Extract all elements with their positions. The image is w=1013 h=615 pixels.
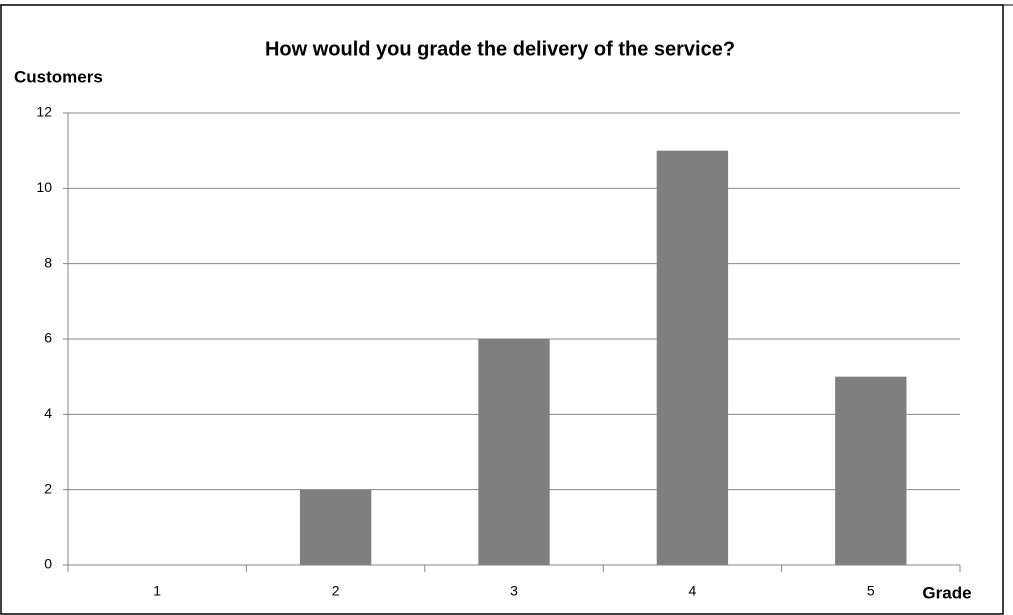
bar <box>299 489 372 565</box>
x-tick-label: 1 <box>153 583 161 599</box>
chart-border <box>0 4 1004 615</box>
bar <box>478 339 550 565</box>
x-tick-label: 3 <box>510 583 518 599</box>
bar <box>835 376 907 565</box>
y-tick-label: 4 <box>44 405 52 421</box>
x-tick-label: 4 <box>689 583 697 599</box>
y-axis-label: Customers <box>14 67 103 86</box>
y-tick-label: 2 <box>44 480 52 496</box>
x-tick-label: 5 <box>867 583 875 599</box>
y-tick-label: 12 <box>36 104 52 120</box>
y-tick-label: 10 <box>36 179 52 195</box>
y-tick-label: 8 <box>44 254 52 270</box>
chart-title: How would you grade the delivery of the … <box>265 38 735 60</box>
y-tick-label: 6 <box>44 330 52 346</box>
x-axis-label: Grade <box>922 583 971 602</box>
x-tick-label: 2 <box>332 583 340 599</box>
bar <box>656 150 729 565</box>
y-tick-label: 0 <box>44 556 52 572</box>
